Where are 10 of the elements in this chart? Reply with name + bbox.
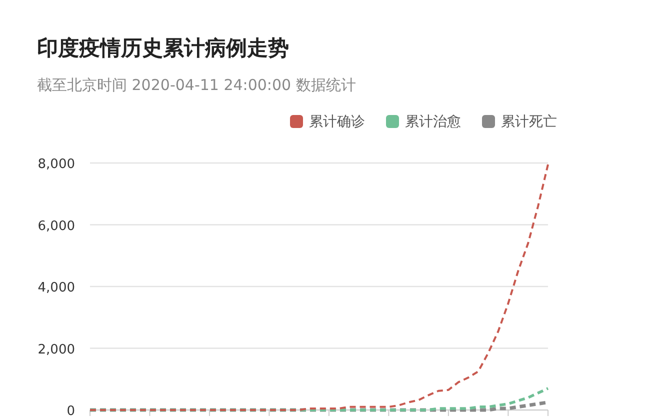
legend-label: 累计治愈 xyxy=(405,114,461,130)
legend-label: 累计确诊 xyxy=(309,114,365,130)
y-tick-label: 2,000 xyxy=(38,342,75,358)
legend-label: 累计死亡 xyxy=(501,114,557,130)
y-tick-label: 0 xyxy=(66,404,75,419)
chart-subtitle: 截至北京时间 2020-04-11 24:00:00 数据统计 xyxy=(37,76,356,94)
y-tick-label: 4,000 xyxy=(38,280,75,296)
y-tick-label: 6,000 xyxy=(38,218,75,234)
chart-title: 印度疫情历史累计病例走势 xyxy=(37,36,289,60)
y-tick-label: 8,000 xyxy=(38,157,75,172)
